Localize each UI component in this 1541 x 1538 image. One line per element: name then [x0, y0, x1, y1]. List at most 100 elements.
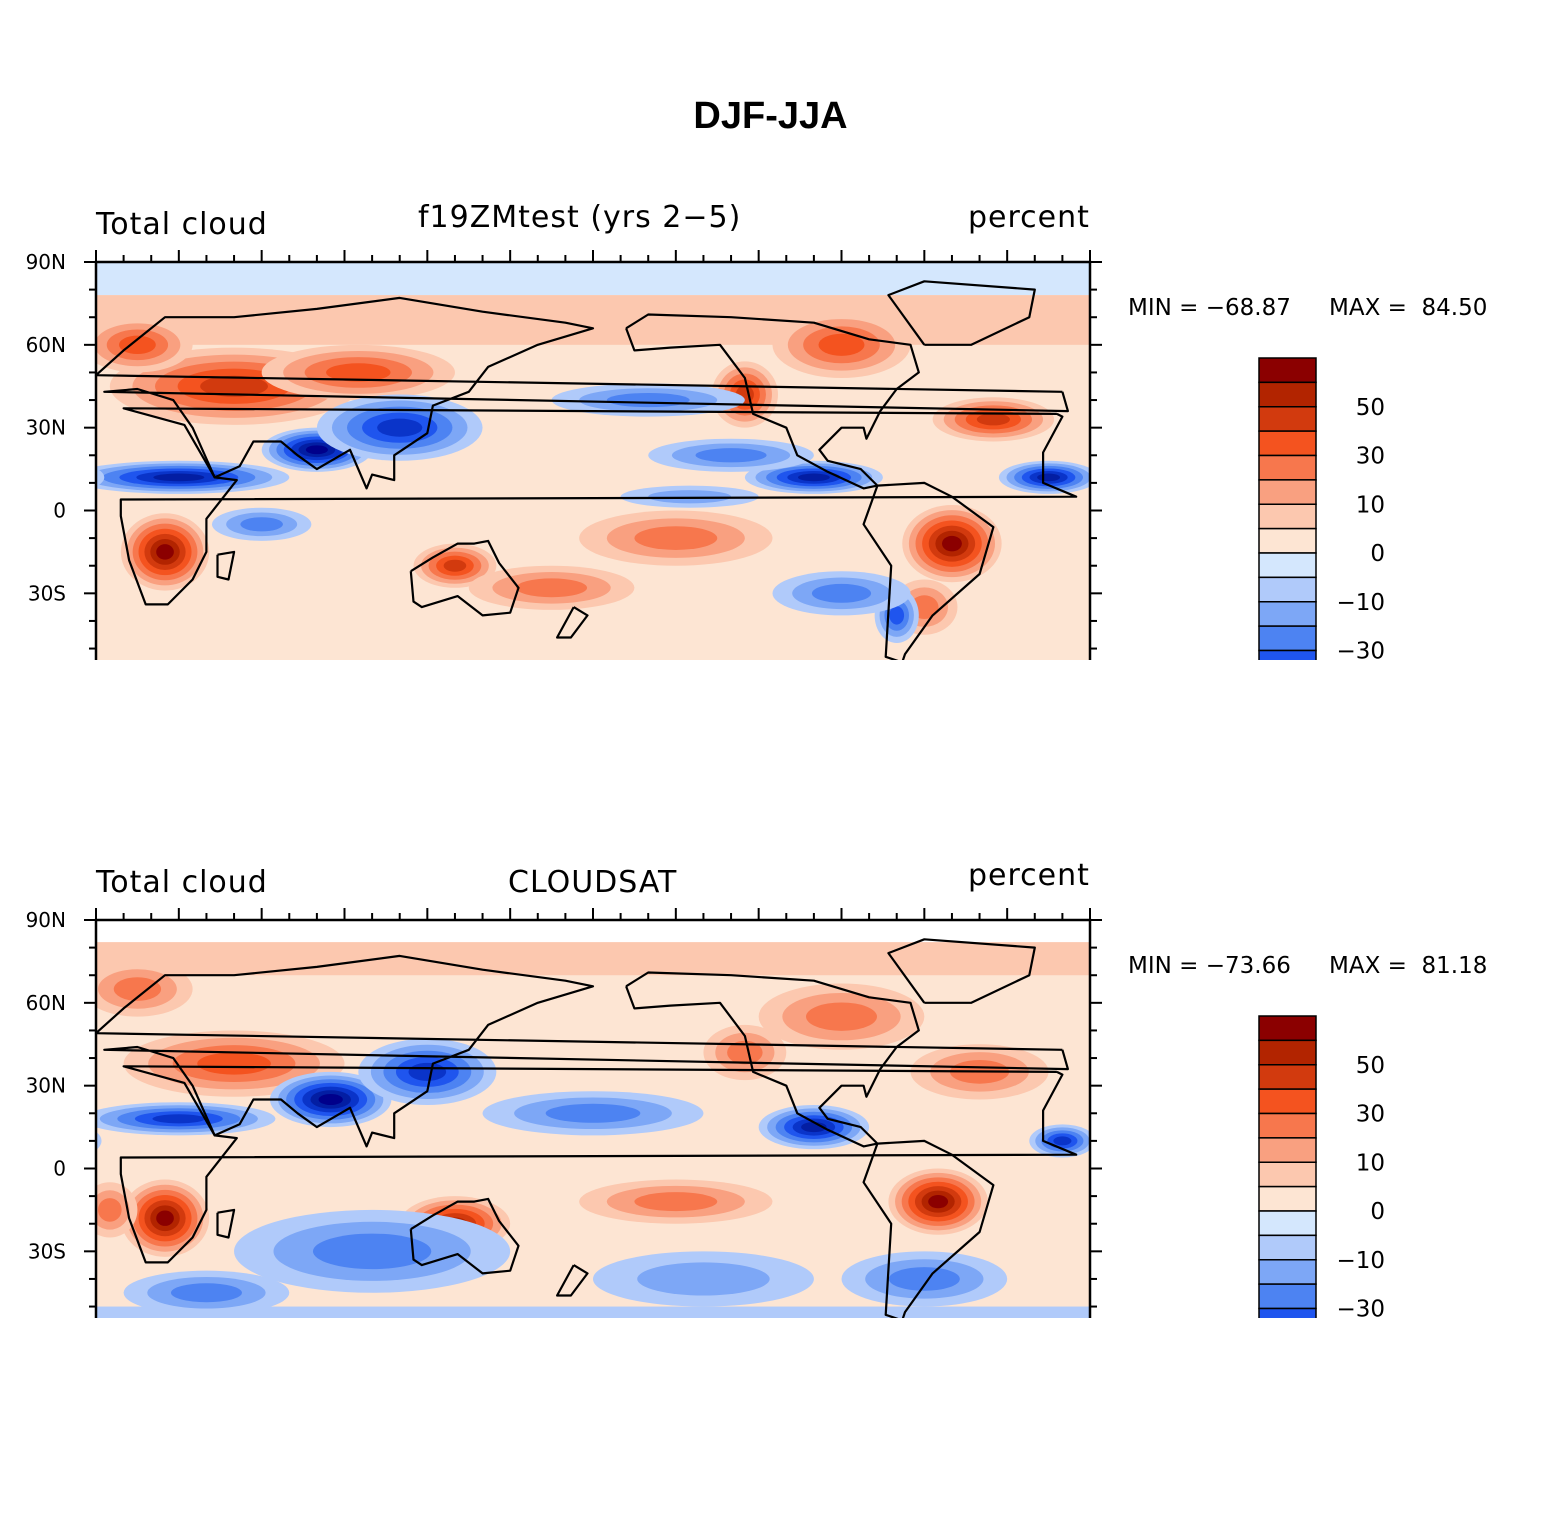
- colorbar-swatch: [1258, 1185, 1317, 1212]
- colorbar-swatch: [1258, 1088, 1317, 1115]
- colorbar-swatch: [1258, 1112, 1317, 1139]
- y-tick-label: 0: [53, 499, 66, 523]
- colorbar-label: −30: [1336, 639, 1385, 661]
- contour-band: [170, 1283, 242, 1303]
- panel-center-title: f19ZMtest (yrs 2−5): [418, 200, 742, 235]
- y-tick-label: 30N: [26, 1074, 66, 1098]
- coastline: [94, 954, 1069, 1148]
- contour-band: [976, 413, 1010, 426]
- coastline: [887, 938, 1036, 1004]
- contour-band: [606, 392, 690, 408]
- colorbar-swatch: [1258, 357, 1317, 384]
- contour-band: [942, 535, 962, 552]
- contour-band: [97, 1198, 122, 1222]
- max-label: MAX = 84.50: [1329, 295, 1488, 321]
- contour-band: [96, 1131, 102, 1151]
- colorbar-label: 0: [1370, 1199, 1385, 1225]
- min-label: MIN = −73.66: [1128, 953, 1291, 979]
- contour-band: [28, 468, 82, 486]
- anomaly-field: [96, 942, 1090, 1318]
- y-tick-label: 30S: [28, 1239, 66, 1263]
- contour-band: [695, 448, 767, 463]
- contour-band: [648, 490, 732, 504]
- colorbar-swatch: [1258, 1161, 1317, 1188]
- contour-band: [43, 474, 66, 482]
- contour-band: [153, 473, 205, 482]
- contour-band: [152, 1114, 206, 1124]
- contour-band: [634, 526, 718, 550]
- colorbar-label: 10: [1356, 492, 1385, 518]
- contour-band: [806, 1002, 877, 1031]
- colorbar-swatch: [1258, 1015, 1317, 1042]
- coastlines: [94, 938, 1078, 1318]
- contour-band: [888, 1267, 960, 1291]
- contour-band: [20, 466, 89, 489]
- contour-band: [811, 583, 872, 603]
- coastline: [625, 313, 920, 490]
- coastline: [887, 280, 1036, 346]
- contour-band: [113, 977, 162, 1001]
- coastline: [625, 971, 920, 1148]
- colorbar-swatch: [1258, 649, 1317, 660]
- contour-band: [545, 1103, 641, 1123]
- colorbar-swatch: [1258, 1283, 1317, 1310]
- contour-band: [377, 418, 423, 437]
- y-tick-label: 30S: [28, 581, 66, 605]
- coastline: [216, 1208, 236, 1239]
- contour-band: [156, 1210, 174, 1226]
- colorbar-swatch: [1258, 1137, 1317, 1163]
- map-svg: 030E60E90E120E150E180150W120W90W60W30W09…: [26, 908, 1385, 1319]
- contour-band: [889, 606, 905, 625]
- colorbar-swatch: [1258, 1234, 1317, 1261]
- colorbar-swatch: [1258, 1210, 1317, 1237]
- contour-band: [634, 1192, 718, 1212]
- anomaly-field: [20, 262, 1090, 660]
- contour-band: [727, 1040, 763, 1065]
- contour-band: [516, 578, 588, 598]
- contour-band: [818, 333, 865, 356]
- coastline: [556, 606, 589, 639]
- contour-band: [318, 1093, 343, 1105]
- contour-band: [408, 1062, 447, 1081]
- coastline: [556, 1264, 589, 1297]
- contour-band: [637, 1262, 770, 1296]
- panel-left-title: Total cloud: [96, 865, 268, 900]
- panel-units: percent: [968, 858, 1090, 893]
- map-panel-model: Total cloud f19ZMtest (yrs 2−5) percent …: [0, 0, 1541, 660]
- coastline: [862, 1139, 995, 1318]
- min-label: MIN = −68.87: [1128, 295, 1291, 321]
- colorbar-label: 50: [1356, 395, 1385, 421]
- colorbar-swatch: [1258, 381, 1317, 408]
- contour-band: [200, 375, 268, 397]
- coastline: [409, 1197, 520, 1275]
- coastlines: [94, 280, 1078, 660]
- colorbar-label: 10: [1356, 1150, 1385, 1176]
- colorbar-label: 0: [1370, 541, 1385, 567]
- colorbar-swatch: [1258, 527, 1317, 554]
- contour-band: [797, 473, 830, 482]
- map-panel-cloudsat: Total cloud CLOUDSAT percent MIN = −73.6…: [0, 658, 1541, 1318]
- colorbar-swatch: [1258, 601, 1317, 627]
- max-label: MAX = 81.18: [1329, 953, 1488, 979]
- colorbar-label: −30: [1336, 1297, 1385, 1319]
- y-tick-label: 30N: [26, 416, 66, 440]
- y-tick-label: 60N: [26, 991, 66, 1015]
- y-tick-label: 60N: [26, 333, 66, 357]
- coastline: [862, 481, 995, 660]
- colorbar-swatch: [1258, 406, 1317, 432]
- contour-band: [197, 1052, 271, 1075]
- colorbar-label: 30: [1356, 444, 1385, 470]
- colorbar-swatch: [1258, 1259, 1317, 1285]
- colorbar-swatch: [1258, 552, 1317, 579]
- map-svg: 030E60E90E120E150E180150W120W90W60W30W09…: [20, 250, 1385, 661]
- coastline: [216, 550, 236, 581]
- panel-units: percent: [968, 200, 1090, 235]
- contour-band: [326, 363, 391, 382]
- contour-band: [119, 335, 156, 355]
- colorbar-swatch: [1258, 479, 1317, 505]
- colorbar-label: 30: [1356, 1102, 1385, 1128]
- colorbar-label: −10: [1336, 590, 1385, 616]
- colorbar-swatch: [1258, 454, 1317, 481]
